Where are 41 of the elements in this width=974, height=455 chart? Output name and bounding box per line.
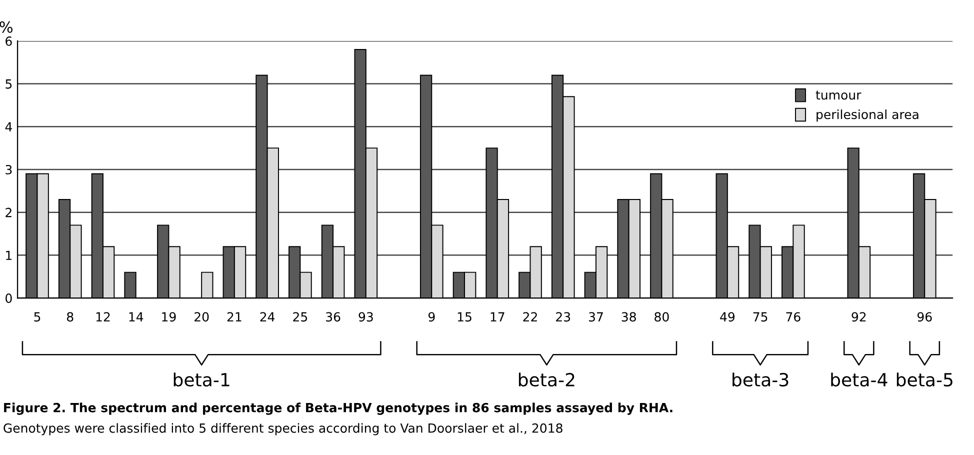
y-tick-label: 1 <box>6 250 12 260</box>
x-tick-label: 80 <box>654 312 669 322</box>
y-axis-title: % <box>0 21 13 33</box>
y-tick-label: 2 <box>6 208 12 218</box>
text: beta-3 <box>732 372 788 387</box>
x-tick-label: 49 <box>720 312 735 322</box>
x-tick-label: 37 <box>588 312 603 322</box>
legend-label: tumour <box>816 90 862 100</box>
x-tick-label: 75 <box>753 312 768 322</box>
x-tick-label: 36 <box>326 312 340 322</box>
x-tick-label: 14 <box>129 312 144 322</box>
x-tick-label: 38 <box>622 312 636 322</box>
x-tick-label: 92 <box>852 312 866 322</box>
x-tick-label: 96 <box>917 312 932 322</box>
text: beta-5 <box>896 372 952 387</box>
x-tick-label: 21 <box>227 312 242 322</box>
text: Figure 2. The spectrum and percentage of Beta-HPV genotypes in 86 samples assayed by RHA. <box>4 402 672 415</box>
legend-label: perilesional area <box>816 109 918 122</box>
x-tick-label: 25 <box>293 312 308 322</box>
x-tick-label: 12 <box>96 312 110 322</box>
text: beta-4 <box>831 372 888 387</box>
y-tick-label: 4 <box>5 122 12 132</box>
x-tick-label: 8 <box>66 312 74 322</box>
x-tick-label: 19 <box>162 312 176 322</box>
x-tick-label: 5 <box>34 312 40 322</box>
x-tick-label: 93 <box>358 312 373 322</box>
text: beta-1 <box>174 372 230 387</box>
x-tick-label: 22 <box>523 312 537 322</box>
x-tick-label: 76 <box>786 312 800 322</box>
text: Genotypes were classified into 5 different species according to Van Doorslaer et al., 2018 <box>4 423 562 436</box>
text: beta-2 <box>518 372 574 387</box>
x-tick-label: 17 <box>490 312 504 322</box>
x-tick-label: 20 <box>194 312 209 322</box>
y-tick-label: 3 <box>6 164 12 174</box>
y-tick-label: 5 <box>6 79 12 89</box>
x-tick-label: 15 <box>458 312 472 322</box>
x-tick-label: 23 <box>556 312 570 322</box>
x-tick-label: 9 <box>428 312 435 322</box>
y-tick-label: 0 <box>6 293 12 303</box>
x-tick-label: 24 <box>260 312 275 322</box>
y-tick-label: 6 <box>6 36 12 46</box>
